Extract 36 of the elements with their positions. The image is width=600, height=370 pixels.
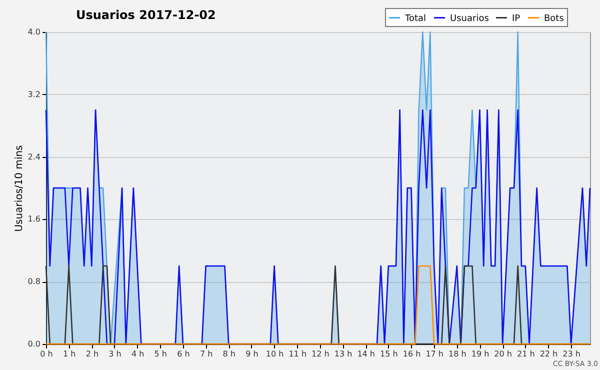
x-tick-label: 12 h	[312, 350, 330, 358]
x-tick-label: 11 h	[288, 350, 307, 358]
legend-label: Bots	[544, 14, 564, 24]
x-tick-label: 9 h	[246, 350, 258, 358]
y-tick-label: 2.4	[28, 152, 40, 162]
x-tick-label: 17 h	[426, 350, 444, 358]
x-tick-label: 23 h	[562, 350, 580, 358]
x-tick-label: 7 h	[200, 350, 213, 358]
y-tick-label: 3.2	[28, 90, 40, 99]
y-tick-label: 0.8	[28, 277, 40, 286]
x-tick-label: 20 h	[494, 350, 512, 358]
x-tick-label: 5 h	[154, 350, 167, 358]
x-tick-label: 4 h	[131, 350, 144, 358]
x-tick-label: 6 h	[177, 350, 190, 358]
x-tick-label: 15 h	[380, 350, 398, 358]
x-tick-label: 0 h	[40, 350, 53, 358]
x-tick-label: 13 h	[334, 350, 352, 358]
y-tick-label: 4.0	[28, 28, 40, 36]
x-tick-label: 14 h	[357, 350, 375, 358]
x-tick-label: 1 h	[62, 350, 76, 358]
legend-label: Usuarios	[450, 14, 490, 24]
x-tick-label: 2 h	[86, 350, 99, 358]
legend-label: Total	[404, 14, 426, 24]
legend-label: IP	[512, 14, 521, 24]
x-tick-label: 18 h	[448, 350, 466, 358]
x-tick-label: 19 h	[471, 350, 490, 358]
x-tick-label: 10 h	[266, 350, 284, 358]
x-tick-label: 16 h	[402, 350, 421, 358]
x-tick-label: 22 h	[540, 350, 558, 358]
y-tick-label: 0.0	[28, 340, 40, 348]
y-axis-title: Usuarios/10 mins	[14, 145, 25, 232]
x-tick-label: 3 h	[108, 350, 122, 358]
x-tick-label: 21 h	[516, 350, 535, 358]
x-tick-label: 8 h	[222, 350, 236, 358]
y-tick-label: 1.6	[28, 214, 40, 224]
chart-title: Usuarios 2017-12-02	[76, 8, 216, 22]
